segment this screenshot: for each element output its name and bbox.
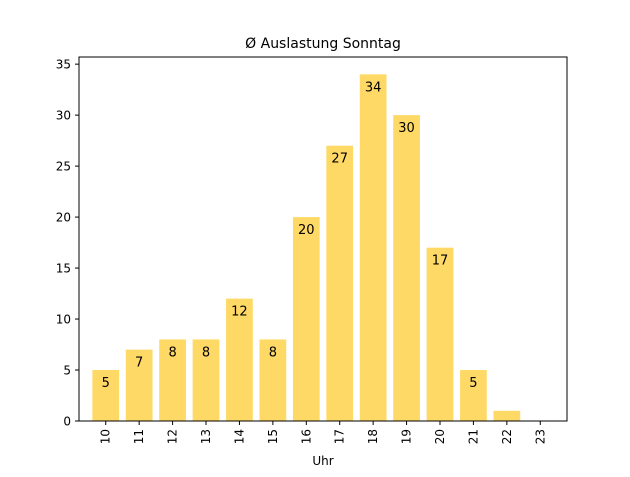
chart-title: Ø Auslastung Sonntag (245, 36, 401, 52)
value-label-12: 8 (168, 345, 176, 360)
value-label-20: 17 (432, 254, 449, 269)
x-tick-label-19: 19 (400, 429, 414, 444)
bar-15 (259, 339, 287, 421)
value-label-10: 5 (102, 376, 110, 391)
value-labels-layer: 5 7 8 8 12 8 20 27 34 30 17 5 (102, 80, 478, 391)
bar-10 (92, 370, 120, 421)
y-tick-label-35: 35 (56, 58, 71, 72)
bar-20 (426, 247, 454, 421)
value-label-16: 20 (298, 223, 315, 238)
bar-16 (292, 217, 320, 421)
x-tick-label-15: 15 (266, 429, 280, 444)
x-tick-label-12: 12 (166, 429, 180, 444)
bar-14 (226, 298, 253, 421)
bar-13 (192, 339, 220, 421)
plot-frame (78, 56, 568, 422)
x-tick-label-17: 17 (333, 429, 347, 444)
y-tick-label-5: 5 (63, 364, 71, 378)
value-label-14: 12 (231, 305, 248, 320)
x-tick-label-23: 23 (533, 429, 547, 444)
x-axis: 10 11 12 13 14 15 16 17 18 19 20 21 22 23 (99, 421, 547, 444)
value-label-11: 7 (135, 356, 143, 371)
y-axis: 0 5 10 15 20 25 30 35 (56, 58, 79, 429)
x-tick-label-18: 18 (366, 429, 380, 444)
x-tick-label-13: 13 (199, 429, 213, 444)
bar-11 (125, 349, 153, 421)
y-tick-label-20: 20 (56, 211, 71, 225)
bar-22 (493, 410, 521, 421)
x-tick-label-11: 11 (132, 429, 146, 444)
x-tick-label-14: 14 (232, 429, 246, 444)
x-tick-label-22: 22 (500, 429, 514, 444)
bar-21 (460, 370, 487, 421)
x-tick-label-16: 16 (299, 429, 313, 444)
bar-17 (326, 145, 354, 421)
x-tick-label-20: 20 (433, 429, 447, 444)
y-tick-label-15: 15 (56, 262, 71, 276)
x-tick-label-21: 21 (466, 429, 480, 444)
value-label-17: 27 (331, 152, 348, 167)
bar-19 (393, 115, 420, 422)
y-tick-label-30: 30 (56, 109, 71, 123)
value-label-21: 5 (469, 376, 477, 391)
value-label-19: 30 (398, 121, 415, 136)
value-label-15: 8 (269, 345, 277, 360)
bars-layer (92, 74, 521, 422)
x-axis-label: Uhr (312, 454, 333, 468)
y-tick-label-0: 0 (63, 415, 71, 429)
value-label-18: 34 (365, 80, 382, 95)
y-tick-label-25: 25 (56, 160, 71, 174)
x-tick-label-10: 10 (99, 429, 113, 444)
value-label-13: 8 (202, 345, 210, 360)
bar-18 (359, 74, 387, 421)
y-tick-label-10: 10 (56, 313, 71, 327)
bar-12 (159, 339, 186, 421)
